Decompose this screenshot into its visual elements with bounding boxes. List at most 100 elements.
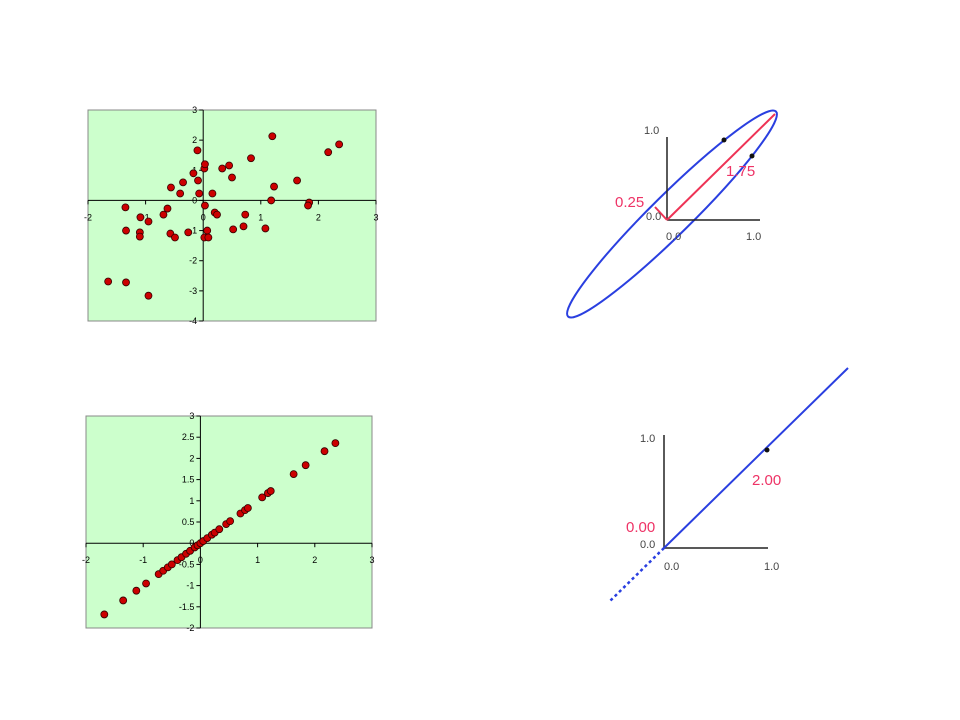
label: 0.25 [615, 194, 644, 211]
point [159, 210, 168, 219]
point [241, 210, 250, 219]
x-tick-label: 0 [201, 212, 206, 222]
point [218, 164, 227, 173]
diagram-ellipse: 1.0 0.0 0.0 1.0 0.25 1.75 [566, 109, 778, 319]
point [119, 596, 128, 605]
point [121, 203, 130, 212]
point [267, 196, 276, 205]
label: 0.0 [640, 539, 655, 551]
x-tick-label: -2 [84, 212, 92, 222]
y-tick-label: 3 [192, 105, 197, 115]
point [171, 233, 179, 242]
point [261, 224, 270, 233]
point [132, 586, 141, 595]
y-tick-label: -2 [186, 623, 194, 633]
line-extension [609, 547, 665, 602]
point [189, 169, 198, 178]
x-tick-label: -1 [142, 212, 150, 222]
y-tick-label: 0 [192, 195, 197, 205]
label: 1.0 [746, 231, 761, 243]
point [136, 213, 145, 222]
y-tick-label: -1 [186, 581, 194, 591]
y-tick-label: 3 [189, 411, 194, 421]
point [163, 204, 172, 213]
point [122, 278, 130, 287]
point [239, 222, 248, 231]
label: 0.0 [646, 211, 661, 223]
point [324, 148, 333, 157]
label: 1.75 [726, 163, 755, 180]
y-tick-label: 0 [189, 538, 194, 548]
point [304, 201, 312, 210]
label: 0.0 [666, 231, 681, 243]
label: 1.0 [644, 125, 659, 137]
plot-area [87, 109, 377, 322]
label: 1.0 [640, 433, 655, 445]
point [179, 178, 187, 187]
y-tick-label: 1.5 [182, 475, 195, 485]
diagram-line: 1.0 0.0 0.0 1.0 0.00 2.00 [609, 367, 849, 602]
point [229, 225, 238, 234]
major-axis [666, 113, 776, 221]
y-tick-label: -3 [189, 286, 197, 296]
label: 2.00 [752, 472, 781, 489]
point [258, 493, 267, 502]
point [144, 291, 153, 300]
x-tick-label: 2 [316, 212, 321, 222]
point [331, 439, 340, 448]
y-tick-label: 2 [192, 135, 197, 145]
x-tick-label: -2 [82, 555, 90, 565]
ellipse [566, 109, 778, 319]
point [749, 153, 755, 159]
x-tick-label: 1 [258, 212, 263, 222]
point [135, 232, 144, 241]
y-tick-label: 0.5 [182, 517, 195, 527]
x-tick-label: -1 [139, 555, 147, 565]
point [293, 176, 301, 185]
point [270, 182, 278, 191]
point [167, 560, 176, 569]
point [335, 140, 344, 149]
point [204, 233, 213, 242]
point [142, 579, 150, 588]
x-tick-label: 2 [312, 555, 317, 565]
scatter-chart: -2 -1 0 1 2 3-2-1.5-1-0.500.511.522.53 [82, 411, 375, 633]
y-tick-label: -0.5 [179, 559, 195, 569]
point [122, 226, 130, 235]
x-tick-label: 3 [369, 555, 374, 565]
point [266, 487, 275, 495]
point [247, 154, 255, 163]
y-tick-label: -1 [189, 226, 197, 236]
point [193, 146, 202, 155]
point [289, 470, 298, 478]
point [104, 277, 113, 286]
point [195, 189, 204, 198]
y-tick-label: -1.5 [179, 602, 195, 612]
point [215, 525, 224, 534]
point [176, 189, 185, 198]
point [213, 210, 221, 219]
label: 0.0 [664, 561, 679, 573]
point [201, 160, 209, 169]
point [764, 447, 770, 453]
point [184, 228, 193, 237]
y-tick-label: 1 [189, 496, 194, 506]
x-tick-label: 1 [255, 555, 260, 565]
point [100, 610, 109, 619]
point [226, 517, 235, 526]
x-tick-label: 3 [373, 212, 378, 222]
point [721, 137, 727, 143]
label: 0.00 [626, 519, 655, 536]
point [208, 189, 217, 198]
point [203, 226, 212, 235]
minor-axis [654, 206, 668, 221]
label: 1.0 [764, 561, 779, 573]
y-tick-label: -2 [189, 256, 197, 266]
y-tick-label: -4 [189, 316, 197, 326]
point [225, 161, 234, 170]
point [301, 461, 310, 470]
point [167, 183, 175, 192]
line [663, 367, 849, 549]
point [194, 176, 202, 185]
